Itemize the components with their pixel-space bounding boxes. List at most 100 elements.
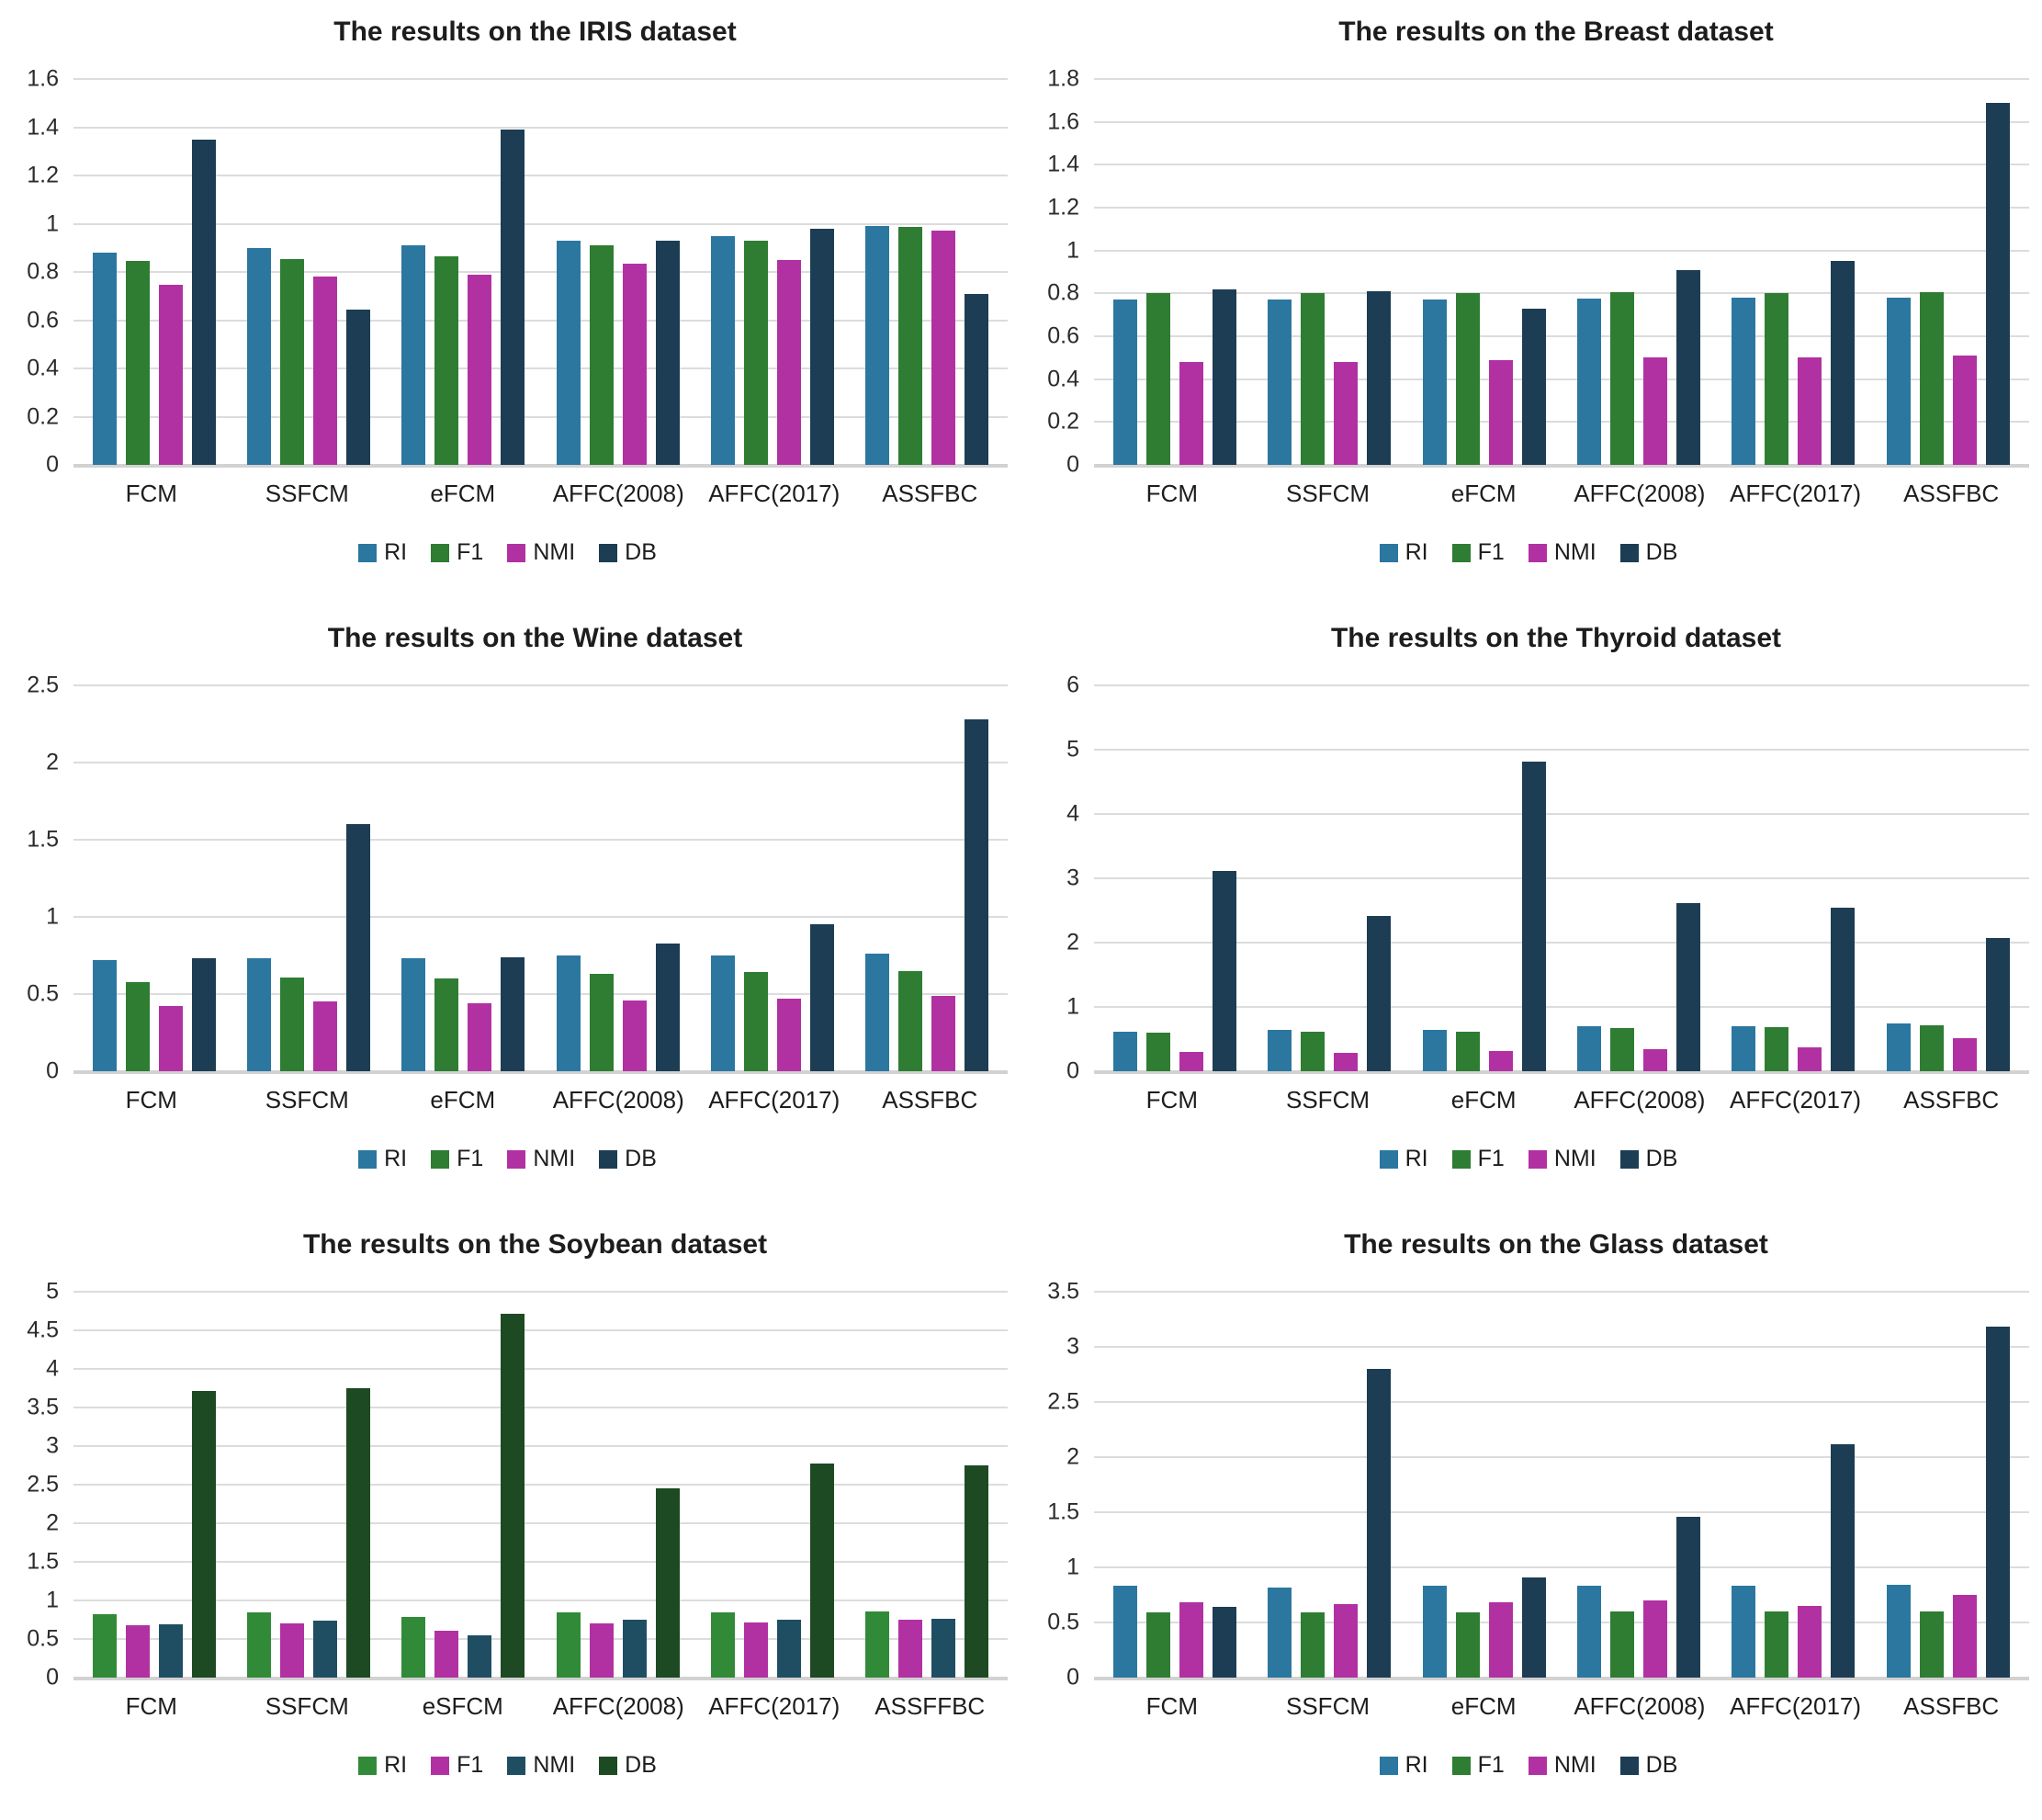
gridline: [1094, 684, 2029, 686]
bar-f1-FCM: [1146, 293, 1171, 465]
bar-group-ASSFBC: [1886, 102, 2010, 465]
chart-iris: The results on the IRIS dataset 0 0.2 0.4 0…: [0, 0, 1021, 606]
bar-group-SSFCM: [1268, 291, 1392, 465]
legend-item-nmi: NMI: [507, 1146, 575, 1172]
x-axis-line: [73, 1070, 1008, 1074]
legend-label: RI: [384, 1146, 408, 1171]
bar-group-SSFCM: [247, 824, 371, 1071]
gridline: [73, 684, 1008, 686]
y-tick-label: 0.5: [27, 1625, 59, 1652]
y-tick-label: 2: [46, 749, 59, 775]
gridline: [73, 1329, 1008, 1331]
bar-f1-SSFCM: [1301, 1031, 1326, 1071]
bar-nmi-ASSFBC: [931, 995, 955, 1071]
y-tick-label: 1: [46, 903, 59, 930]
x-axis-labels: FCM SSFCM eFCM AFFC(2008) AFFC(2017) ASSFBC: [1094, 1692, 2029, 1721]
x-category-label: AFFC(2008): [552, 1692, 684, 1720]
y-tick-label: 0.5: [1047, 1609, 1079, 1635]
x-category-label: AFFC(2017): [1730, 1692, 1862, 1720]
x-category-label: ASSFFBC: [874, 1692, 986, 1720]
plot-row: 0 0.5 1 1.5 2 2.5 3 3.5 4 4.5 5: [7, 1279, 1008, 1690]
bar-f1-eFCM: [434, 978, 459, 1071]
legend-item-nmi: NMI: [1528, 1752, 1596, 1779]
x-category-label: AFFC(2008): [1574, 1086, 1706, 1113]
legend-item-db: DB: [1619, 539, 1678, 566]
gridline: [73, 762, 1008, 763]
bar-ri-SSFCM: [1268, 1030, 1292, 1071]
x-category-label: ASSFBC: [882, 480, 978, 507]
x-axis-line: [73, 464, 1008, 468]
y-tick-label: 0: [1066, 1664, 1079, 1690]
gridline: [1094, 1346, 2029, 1348]
bar-db-eFCM: [1521, 308, 1546, 465]
y-tick-label: 0: [46, 1057, 59, 1084]
bar-group-AFFC(2008): [1577, 902, 1701, 1071]
gridline: [1094, 1006, 2029, 1008]
bar-ri-FCM: [93, 1614, 118, 1678]
legend-swatch-icon: [1528, 1149, 1547, 1169]
bar-db-FCM: [192, 958, 217, 1071]
chart-title: The results on the Glass dataset: [1344, 1229, 1768, 1260]
bar-group-eSFCM: [401, 1313, 525, 1678]
y-tick-label: 0.8: [1047, 279, 1079, 306]
bar-ri-SSFCM: [247, 247, 272, 465]
gridline: [73, 367, 1008, 369]
bar-f1-FCM: [1146, 1612, 1171, 1678]
gridline: [73, 78, 1008, 80]
legend-label: F1: [1477, 1752, 1505, 1778]
legend-item-ri: RI: [1379, 539, 1428, 566]
legend-label: DB: [625, 539, 657, 565]
bar-ri-AFFC(2017): [710, 235, 735, 465]
legend-label: DB: [1645, 539, 1678, 565]
chart-thyroid: The results on the Thyroid dataset 0 1 2 3 4…: [1021, 606, 2042, 1213]
gridline: [1094, 813, 2029, 815]
bar-ri-eFCM: [1422, 300, 1447, 465]
gridline: [73, 1638, 1008, 1640]
x-category-label: eFCM: [1450, 1692, 1517, 1720]
bar-nmi-AFFC(2008): [1643, 1600, 1668, 1678]
y-tick-label: 4: [1066, 800, 1079, 827]
x-axis-labels: FCM SSFCM eFCM AFFC(2008) AFFC(2017) ASSFBC: [1094, 1086, 2029, 1114]
bar-db-AFFC(2008): [1676, 1516, 1701, 1678]
bar-ri-SSFCM: [1268, 300, 1292, 465]
bar-nmi-eFCM: [1488, 359, 1513, 465]
y-tick-label: 1: [1066, 237, 1079, 264]
bar-ri-FCM: [1113, 1031, 1138, 1071]
y-tick-label: 0: [1066, 451, 1079, 478]
bar-ri-SSFCM: [1268, 1587, 1292, 1678]
legend-label: NMI: [1553, 1146, 1596, 1171]
y-tick-label: 1.2: [1047, 194, 1079, 220]
legend-item-nmi: NMI: [1528, 1146, 1596, 1172]
legend-label: F1: [1477, 1146, 1505, 1171]
legend-swatch-icon: [1619, 1149, 1639, 1169]
bar-db-AFFC(2008): [655, 1488, 680, 1678]
y-tick-label: 3.5: [27, 1394, 59, 1420]
bar-nmi-AFFC(2008): [622, 263, 647, 465]
x-axis-line: [1094, 464, 2029, 468]
bar-f1-AFFC(2008): [589, 245, 614, 465]
bar-nmi-ASSFFBC: [931, 1619, 955, 1678]
bar-f1-AFFC(2017): [743, 1622, 768, 1678]
y-tick-label: 0: [46, 1664, 59, 1690]
gridline: [1094, 421, 2029, 424]
legend-item-ri: RI: [1379, 1146, 1428, 1172]
gridline: [1094, 1401, 2029, 1403]
bar-db-AFFC(2008): [1676, 902, 1701, 1071]
bar-group-AFFC(2017): [710, 228, 834, 465]
legend-label: NMI: [533, 539, 576, 565]
bar-group-FCM: [93, 1391, 217, 1678]
bar-f1-AFFC(2008): [589, 974, 614, 1071]
bar-group-AFFC(2008): [1577, 1516, 1701, 1678]
gridline: [73, 916, 1008, 918]
y-tick-label: 3: [1066, 865, 1079, 891]
bar-f1-AFFC(2008): [1610, 292, 1635, 465]
bar-db-AFFC(2017): [1831, 1443, 1856, 1678]
chart-glass: The results on the Glass dataset 0 0.5 1 1.…: [1021, 1213, 2042, 1819]
bar-db-FCM: [192, 1391, 217, 1678]
bars: [73, 685, 1008, 1071]
legend-label: RI: [1405, 539, 1428, 565]
bar-ri-AFFC(2008): [1577, 1026, 1602, 1071]
gridline: [1094, 335, 2029, 337]
gridline: [1094, 1511, 2029, 1513]
bar-db-AFFC(2017): [809, 228, 834, 465]
